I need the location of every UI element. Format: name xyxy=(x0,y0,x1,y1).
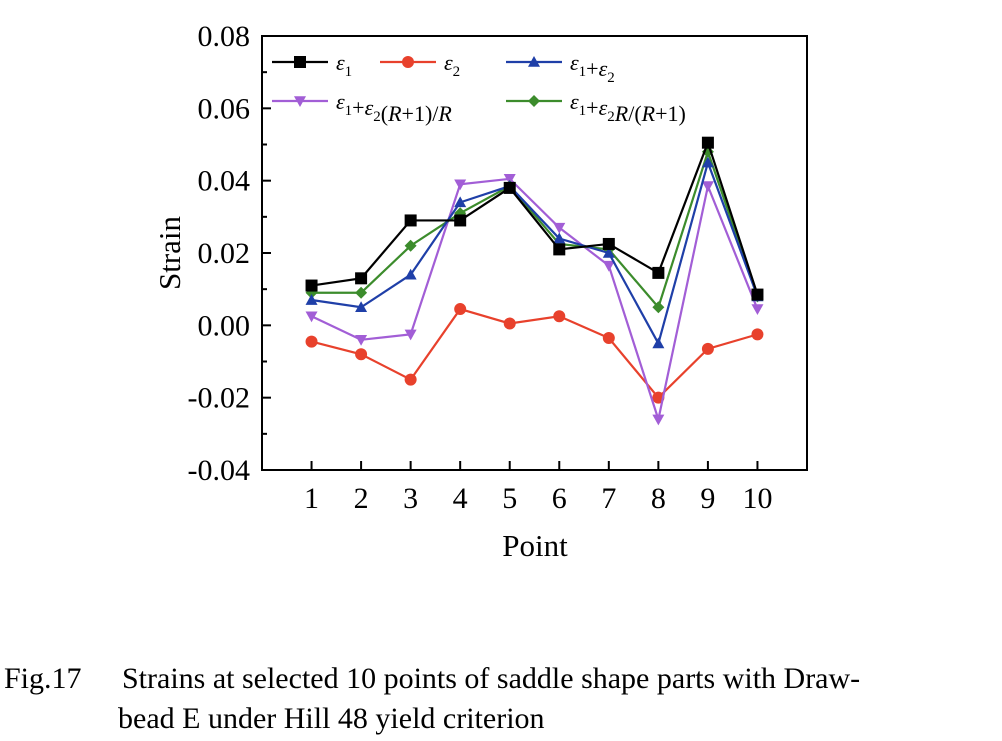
series-line xyxy=(311,177,759,424)
data-point xyxy=(701,136,714,149)
data-point xyxy=(503,174,516,185)
figure-caption-line2: bead E under Hill 48 yield criterion xyxy=(118,700,1002,738)
data-point xyxy=(454,214,467,227)
legend-label: ε1 xyxy=(336,50,352,80)
x-tick-label: 7 xyxy=(601,482,616,515)
data-point xyxy=(305,311,318,323)
data-point xyxy=(454,196,467,208)
data-point xyxy=(553,243,566,256)
x-tick-label: 9 xyxy=(700,482,715,515)
data-point xyxy=(652,266,665,279)
data-point xyxy=(355,301,368,313)
axis-ticks: 0.08 0.06 0.04 0.02 0.00 -0.02 -0.04 1 2 3 4 5 6 7 8 9 1… xyxy=(188,20,773,515)
series-lines xyxy=(305,136,764,426)
data-point xyxy=(602,237,615,250)
legend-label: ε1+ε2R/(R+1) xyxy=(570,89,686,126)
x-tick-label: 5 xyxy=(502,482,517,515)
data-point xyxy=(355,335,368,346)
data-point xyxy=(652,301,665,314)
series-2 xyxy=(305,303,764,404)
y-tick-label: 0.06 xyxy=(198,92,251,125)
series-4 xyxy=(305,174,764,426)
data-point xyxy=(503,317,516,330)
legend: ε1 ε2 ε1+ε2 ε1+ε2(R+1)/R ε1+ε2R/(R+1) xyxy=(272,50,686,126)
legend-swatch-marker xyxy=(294,56,306,68)
y-tick-label: 0.08 xyxy=(198,20,251,53)
data-point xyxy=(751,328,764,341)
data-point xyxy=(355,348,368,361)
data-point xyxy=(602,260,615,272)
x-tick-label: 3 xyxy=(403,482,418,515)
y-tick-label: -0.02 xyxy=(188,382,251,415)
series-1 xyxy=(305,136,764,301)
caption-text-1: Strains at selected 10 points of saddle … xyxy=(122,662,861,695)
legend-label: ε2 xyxy=(444,50,460,80)
data-point xyxy=(602,247,615,258)
data-point xyxy=(355,286,368,299)
x-tick-label: 1 xyxy=(304,482,319,515)
legend-swatch-marker xyxy=(294,96,306,107)
data-point xyxy=(553,222,566,234)
x-axis-title: Point xyxy=(502,528,568,563)
data-point xyxy=(404,329,417,341)
data-point xyxy=(751,304,764,316)
x-tick-label: 2 xyxy=(354,482,369,515)
data-point xyxy=(553,232,566,244)
series-line xyxy=(311,139,759,295)
series-line xyxy=(311,148,759,310)
legend-label: ε1+ε2 xyxy=(570,50,615,86)
data-point xyxy=(701,156,714,168)
y-tick-label: -0.04 xyxy=(188,454,251,487)
data-point xyxy=(305,335,318,348)
legend-swatch-marker xyxy=(402,56,414,68)
x-tick-label: 4 xyxy=(453,482,468,515)
y-tick-label: 0.00 xyxy=(198,309,251,342)
data-point xyxy=(404,373,417,386)
data-point xyxy=(652,337,665,349)
data-point xyxy=(701,181,714,193)
figure-caption-line1: Fig.17 Strains at selected 10 points of s… xyxy=(4,660,1002,698)
data-point xyxy=(454,303,467,316)
legend-swatch-marker xyxy=(528,95,540,107)
data-point xyxy=(503,181,516,194)
data-point xyxy=(404,239,417,252)
data-point xyxy=(652,414,665,426)
data-point xyxy=(602,331,615,344)
x-tick-label: 10 xyxy=(742,482,772,515)
data-point xyxy=(305,294,318,305)
caption-text-2: bead E under Hill 48 yield criterion xyxy=(118,702,545,735)
y-tick-label: 0.02 xyxy=(198,237,251,270)
data-point xyxy=(751,288,764,301)
figure-number: Fig.17 xyxy=(4,662,82,695)
data-point xyxy=(305,279,318,292)
series-line xyxy=(311,307,758,400)
x-tick-label: 8 xyxy=(651,482,666,515)
x-tick-label: 6 xyxy=(552,482,567,515)
y-tick-label: 0.04 xyxy=(198,165,251,198)
legend-swatch-marker xyxy=(528,56,540,67)
series-5 xyxy=(305,145,764,314)
data-point xyxy=(553,310,566,323)
data-point xyxy=(404,268,417,280)
data-point xyxy=(701,342,714,355)
data-point xyxy=(355,272,368,285)
data-point xyxy=(404,214,417,227)
series-line xyxy=(311,158,759,347)
y-axis-title: Strain xyxy=(152,215,187,290)
legend-label: ε1+ε2(R+1)/R xyxy=(336,89,452,126)
data-point xyxy=(454,179,467,191)
